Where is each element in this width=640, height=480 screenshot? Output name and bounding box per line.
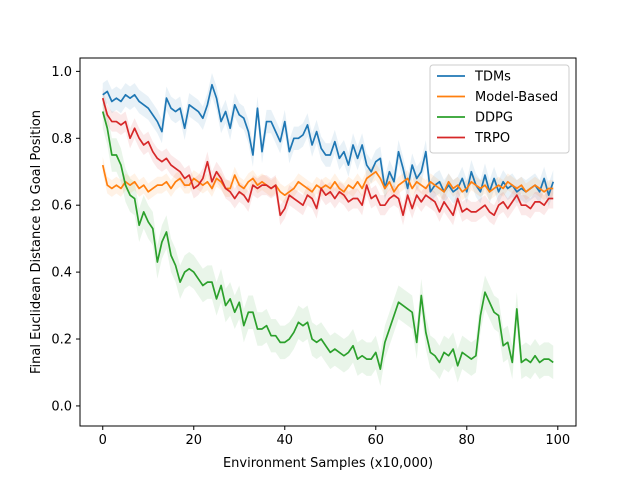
band-ddpg — [102, 94, 554, 386]
y-tick-label: 0.2 — [51, 333, 72, 348]
legend-box — [429, 64, 570, 154]
legend-label-ddpg: DDPG — [475, 111, 513, 126]
y-tick-label: 1.0 — [51, 65, 72, 80]
y-tick-label: 0.4 — [51, 266, 72, 281]
y-tick-label: 0.0 — [51, 399, 72, 414]
x-tick-label: 100 — [545, 433, 570, 448]
band-tdms — [102, 73, 554, 207]
x-tick-label: 60 — [368, 433, 385, 448]
plot-frame — [79, 57, 577, 427]
x-tick-label: 0 — [99, 433, 107, 448]
y-tick-label: 0.8 — [51, 132, 72, 147]
line-tdms — [102, 83, 555, 197]
legend-label-trpo: TRPO — [474, 131, 510, 146]
legend-label-tdms: TDMs — [474, 70, 511, 85]
band-trpo — [102, 88, 554, 226]
series-lines — [101, 83, 555, 370]
legend: TDMs Model-Based DDPG TRPO — [429, 64, 570, 154]
line-ddpg — [101, 111, 554, 370]
confidence-bands — [102, 73, 554, 386]
band-model-based — [102, 156, 554, 204]
x-axis-label: Environment Samples (x10,000) — [223, 456, 433, 471]
x-tick-label: 80 — [459, 433, 476, 448]
x-tick-label: 20 — [185, 433, 202, 448]
legend-label-model-based: Model-Based — [475, 90, 558, 105]
x-tick-label: 40 — [276, 433, 293, 448]
line-trpo — [101, 97, 554, 217]
line-model-based — [101, 164, 554, 197]
y-tick-label: 0.6 — [51, 199, 72, 214]
axes: 0 20 40 60 80 100 0.0 0.2 0.4 0.6 0.8 1.0 — [51, 57, 577, 448]
y-axis-label: Final Euclidean Distance to Goal Positio… — [29, 110, 44, 374]
